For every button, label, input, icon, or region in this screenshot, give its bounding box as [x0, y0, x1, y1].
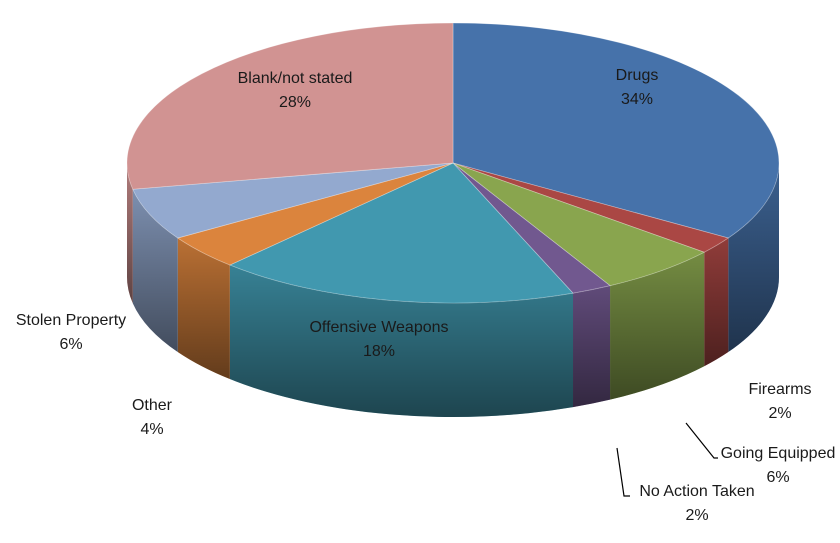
leader-lines — [616, 422, 718, 497]
slice-label-name: Offensive Weapons — [309, 319, 448, 336]
leader-line-no-action-taken — [616, 447, 630, 497]
pie-slice-offensive-weapons — [228, 162, 574, 304]
leader-line-going-equipped — [685, 422, 718, 459]
pie-side-shade-other — [177, 238, 230, 380]
pie-side-shade-blank-not-stated — [127, 163, 133, 304]
pie-sides — [127, 163, 779, 417]
pie-slice-no-action-taken — [452, 162, 611, 294]
slice-label-name: Stolen Property — [16, 312, 126, 329]
slice-label-offensive-weapons: Offensive Weapons 18% — [309, 319, 448, 360]
slice-label-value: 28% — [279, 94, 311, 111]
slice-label-name: Going Equipped — [721, 445, 836, 462]
pie-side-shade-going-equipped — [610, 252, 705, 400]
slice-label-name: No Action Taken — [639, 483, 754, 500]
pie-slice-other — [176, 162, 454, 266]
slice-label-value: 6% — [766, 469, 789, 486]
pie-side-shade-drugs — [728, 163, 779, 353]
pie-side-shade-firearms — [704, 238, 729, 367]
slice-label-value: 4% — [140, 421, 163, 438]
slice-label-value: 2% — [685, 507, 708, 524]
slice-label-value: 6% — [59, 336, 82, 353]
slice-label-firearms: Firearms 2% — [748, 381, 811, 422]
slice-label-going-equipped: Going Equipped 6% — [721, 445, 836, 486]
pie-slice-stolen-property — [132, 162, 454, 239]
slice-label-name: Blank/not stated — [238, 70, 353, 87]
slice-label-value: 18% — [363, 343, 395, 360]
pie-slice-blank-not-stated — [126, 22, 454, 190]
slice-label-blank-not-stated: Blank/not stated 28% — [238, 70, 353, 111]
slice-labels: Drugs 34% Firearms 2% Going Equipped 6% No Act… — [16, 67, 836, 524]
pie-slice-drugs — [452, 22, 780, 239]
pie-side-shade-offensive-weapons — [229, 265, 574, 417]
pie-side-shade-no-action-taken — [573, 285, 611, 408]
pie-side-shade-stolen-property — [132, 189, 178, 353]
pie-tops — [126, 22, 780, 304]
pie-slice-firearms — [452, 162, 730, 253]
slice-label-name: Firearms — [748, 381, 811, 398]
slice-label-value: 2% — [768, 405, 791, 422]
pie-slice-going-equipped — [452, 162, 706, 287]
slice-label-other: Other 4% — [132, 397, 173, 438]
slice-label-stolen-property: Stolen Property 6% — [16, 312, 126, 353]
slice-label-name: Drugs — [616, 67, 659, 84]
slice-label-drugs: Drugs 34% — [616, 67, 659, 108]
slice-label-value: 34% — [621, 91, 653, 108]
slice-label-name: Other — [132, 397, 173, 414]
slice-label-no-action-taken: No Action Taken 2% — [639, 483, 754, 524]
